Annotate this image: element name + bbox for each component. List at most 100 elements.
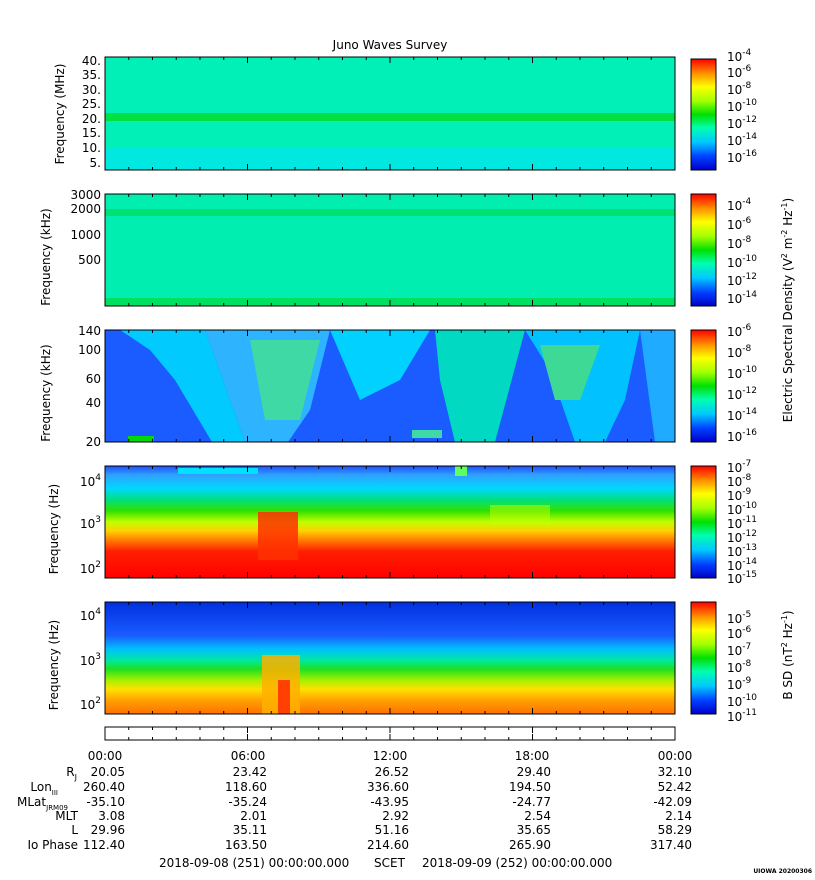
panel-5-cbar-label: 10-9	[727, 676, 752, 692]
ephemeris-value: 194.50	[509, 780, 551, 794]
panel-5-spectrogram: Frequency (Hz) 104 103 102 10-5 10-6 10-…	[47, 601, 795, 724]
panel-3-cbar-label: 10-14	[727, 407, 757, 423]
panel-5-cbar-label: 10-7	[727, 642, 751, 658]
ephemeris-value: 2.14	[665, 809, 692, 823]
panel-3-emission-patch	[640, 330, 675, 442]
panel-4-cbar-label: 10-15	[727, 570, 757, 586]
panel-3-emission-patch	[412, 430, 442, 438]
panel-4-ytick-label: 102	[80, 560, 101, 576]
panel-1-cbar-label: 10-4	[727, 48, 752, 64]
panel-1-spectrogram: Frequency (MHz) 40. 35. 30. 25. 20. 15. …	[53, 48, 757, 171]
panel-5-ticks: 104 103 102	[80, 607, 101, 712]
ephemeris-value: 2.54	[524, 809, 551, 823]
ephemeris-label-io-phase: Io Phase	[27, 838, 78, 852]
panel-1-ytick-label: 30.	[82, 83, 101, 97]
panel-4-ytick-label: 103	[80, 515, 101, 531]
panel-1-ylabel: Frequency (MHz)	[53, 64, 67, 165]
panel-3-cbar-label: 10-10	[727, 365, 757, 381]
panel-3-colorbar-labels: 10-6 10-8 10-10 10-12 10-14 10-16	[727, 323, 757, 444]
ephemeris-value: 2.92	[382, 809, 409, 823]
panel-4-colorbar	[690, 465, 717, 579]
panel-5-colorbar	[690, 601, 717, 715]
ephemeris-value: -24.77	[512, 795, 551, 809]
time-tick-label: 06:00	[231, 749, 266, 763]
panel-5-cbar-label: 10-10	[727, 693, 757, 709]
panel-1-cbar-label: 10-8	[727, 81, 752, 97]
panel-2-cbar-label: 10-6	[727, 216, 752, 232]
panel-2-cbar-label: 10-14	[727, 290, 757, 306]
panel-1-cbar-label: 10-16	[727, 149, 757, 165]
panel-3-cbar-label: 10-6	[727, 323, 752, 339]
panel-1-band-21mhz	[105, 113, 675, 121]
panel-5-cbar-label: 10-5	[727, 610, 751, 626]
panel-3-emission-patch	[540, 345, 600, 400]
panel-3-spectrogram: Frequency (kHz) 140 100 60 40 20 10-6 10…	[39, 198, 795, 449]
panel-1-cbar-label: 10-14	[727, 132, 757, 148]
ephemeris-value: 317.40	[650, 838, 692, 852]
panel-1-cbar-label: 10-10	[727, 98, 757, 114]
ephemeris-value: -43.95	[370, 795, 409, 809]
ephemeris-value: 265.90	[509, 838, 551, 852]
panel-1-ytick-label: 10.	[82, 141, 101, 155]
panel-5-ytick-label: 103	[80, 652, 101, 668]
ephemeris-value: 35.65	[517, 823, 551, 837]
panel-3-emission-patch	[250, 340, 320, 420]
panel-3-cbar-label: 10-12	[727, 386, 757, 402]
panel-1-ticks: 40. 35. 30. 25. 20. 15. 10. 5.	[82, 54, 101, 170]
panel-2-ytick-label: 500	[78, 253, 101, 267]
panel-2-ticks: 3000 2000 1000 500	[70, 188, 101, 267]
panel-4-emission-patch	[490, 505, 550, 525]
ephemeris-label-lon: LonIII	[30, 780, 58, 797]
panel-5-colorbar-labels: 10-5 10-6 10-7 10-8 10-9 10-10 10-11	[727, 610, 757, 724]
ephemeris-value: 112.40	[83, 838, 125, 852]
ephemeris-value: 23.42	[233, 765, 267, 779]
panel-1-colorbar	[690, 58, 717, 171]
ephemeris-value: 58.29	[658, 823, 692, 837]
ephemeris-values: 20.05 23.42 26.52 29.40 32.10 260.40 118…	[83, 765, 692, 852]
panel-3-emission-patch	[128, 436, 154, 442]
panel-2-cbar-label: 10-10	[727, 254, 757, 270]
ephemeris-labels: RJ LonIII MLatJRM09 MLT L Io Phase	[17, 765, 79, 852]
ephemeris-value: -42.09	[653, 795, 692, 809]
ephemeris-value: 2.01	[240, 809, 267, 823]
time-tick-label: 00:00	[88, 749, 123, 763]
panel-1-cbar-label: 10-6	[727, 64, 752, 80]
panel-4-spectrogram: Frequency (Hz) 104 103 102 10-7 10-8 10-…	[47, 459, 757, 586]
footer-start-time: 2018-09-08 (251) 00:00:00.000	[159, 856, 349, 870]
panel-5-cbar-label: 10-6	[727, 625, 752, 641]
panel-3-ytick-label: 140	[78, 324, 101, 338]
uiowa-stamp: UIOWA 20200306	[753, 868, 812, 875]
panel-2-cbar-label: 10-8	[727, 235, 752, 251]
panel-5-background	[105, 602, 675, 714]
panel-1-ytick-label: 25.	[82, 97, 101, 111]
panel-2-colorbar-labels: 10-4 10-6 10-8 10-10 10-12 10-14	[727, 197, 757, 306]
panel-2-cbar-label: 10-4	[727, 197, 752, 213]
panel-1-ytick-label: 5.	[90, 156, 101, 170]
panel-3-cbar-label: 10-8	[727, 344, 752, 360]
ephemeris-label-mlt: MLT	[55, 809, 78, 823]
panel-3-emission-patch	[435, 330, 525, 442]
panel-4-ylabel: Frequency (Hz)	[47, 484, 61, 575]
panel-4-background	[105, 466, 675, 578]
panel-3-ytick-label: 20	[86, 435, 101, 449]
panel-2-ytick-label: 3000	[70, 188, 101, 202]
ephemeris-value: 26.52	[375, 765, 409, 779]
time-tick-label: 18:00	[515, 749, 550, 763]
time-tick-labels: 00:00 06:00 12:00 18:00 00:00	[88, 749, 693, 763]
panel-3-emission-patch	[120, 330, 245, 442]
panel-5-cbar-label: 10-8	[727, 659, 752, 675]
panel-4-ytick-label: 104	[80, 473, 101, 489]
ephemeris-value: -35.10	[86, 795, 125, 809]
panel-1-ytick-label: 40.	[82, 54, 101, 68]
panel-4-emission-texture	[178, 466, 550, 560]
ephemeris-value: 29.96	[91, 823, 125, 837]
panel-4-emission-patch	[455, 466, 467, 476]
colorbar-title-bsd: B SD (nT2 Hz-1)	[780, 610, 795, 699]
panel-3-ylabel: Frequency (kHz)	[39, 344, 53, 441]
panel-5-ytick-label: 102	[80, 696, 101, 712]
ephemeris-value: -35.24	[228, 795, 267, 809]
panel-2-spectrogram: Frequency (kHz) 3000 2000 1000 500 10-4 …	[39, 188, 757, 307]
panel-1-cbar-label: 10-12	[727, 115, 757, 131]
panel-5-emission-texture	[262, 655, 300, 714]
